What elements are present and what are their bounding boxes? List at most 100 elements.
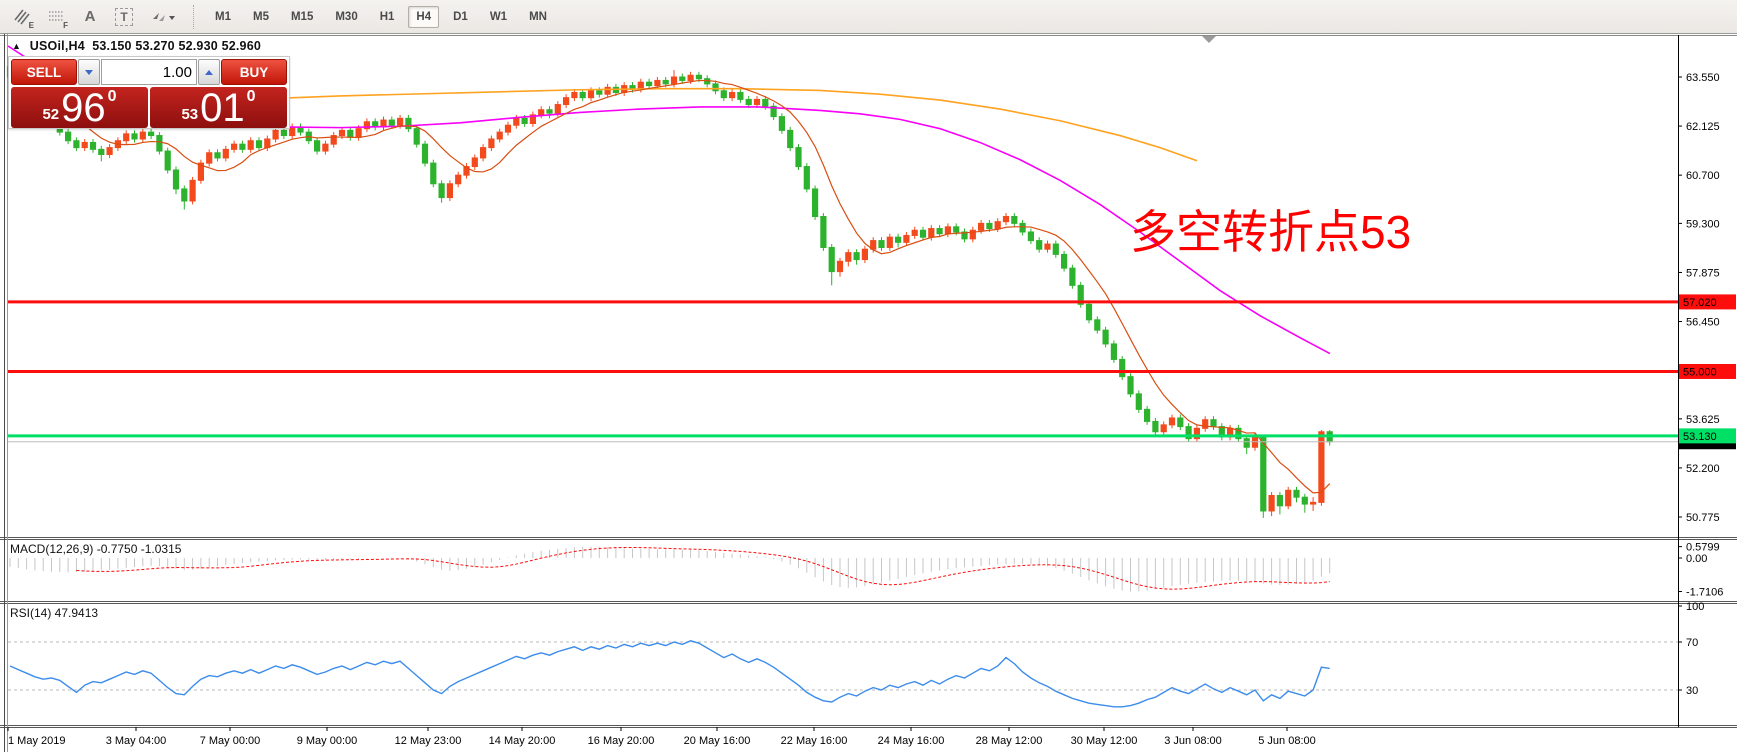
candle — [546, 106, 553, 119]
rsi-label: RSI(14) 47.9413 — [10, 606, 99, 620]
macd-tick-label: 0.5799 — [1686, 542, 1720, 554]
candle — [1268, 492, 1275, 517]
candle — [803, 163, 810, 193]
chart-title: ▲ USOil,H4 53.150 53.270 52.930 52.960 — [12, 39, 261, 53]
time-axis-label: 3 May 04:00 — [106, 735, 167, 747]
rsi-line — [9, 640, 1330, 708]
candle — [65, 128, 72, 145]
volume-decrease-button[interactable] — [78, 59, 100, 85]
candle — [181, 185, 188, 210]
candle — [239, 140, 246, 153]
candle — [214, 149, 221, 162]
panel-collapse-icon[interactable]: ▲ — [12, 41, 22, 51]
chart-shift-marker-icon[interactable] — [1202, 36, 1216, 43]
candle — [820, 213, 827, 251]
cursor-mode-icon[interactable] — [144, 3, 180, 31]
candle — [1243, 435, 1250, 455]
time-axis-label: 22 May 16:00 — [781, 735, 848, 747]
candle — [886, 233, 893, 251]
candle — [845, 249, 852, 267]
candle — [488, 135, 495, 152]
candle — [1044, 240, 1051, 253]
candle — [1276, 492, 1284, 515]
price-tick-label: 63.550 — [1686, 72, 1720, 84]
timeframe-button-mn[interactable]: MN — [521, 6, 555, 28]
candle — [504, 121, 512, 136]
candle — [1144, 405, 1151, 425]
candle — [1218, 423, 1225, 441]
time-axis-label: 9 May 00:00 — [297, 735, 358, 747]
candle — [430, 159, 437, 188]
buy-price-big: 01 — [200, 87, 245, 128]
candle — [206, 149, 213, 167]
timeframe-button-m5[interactable]: M5 — [245, 6, 277, 28]
candle — [272, 126, 279, 143]
candle — [679, 73, 686, 84]
svg-text:53.130: 53.130 — [1683, 431, 1717, 443]
volume-increase-button[interactable] — [198, 59, 220, 85]
price-tick-label: 56.450 — [1686, 317, 1720, 329]
time-axis-label: 14 May 20:00 — [489, 735, 556, 747]
buy-price-prefix: 53 — [181, 106, 199, 123]
candle — [563, 94, 570, 108]
timeframe-button-m1[interactable]: M1 — [207, 6, 239, 28]
candle — [446, 180, 453, 201]
rsi-tick-label: 100 — [1686, 601, 1704, 613]
time-axis-label: 16 May 20:00 — [588, 735, 655, 747]
buy-price-sup: 0 — [246, 88, 256, 105]
candle — [529, 111, 536, 127]
candle — [861, 245, 868, 263]
order-row: SELL BUY — [11, 59, 287, 85]
rsi-tick-label: 70 — [1686, 637, 1698, 649]
candle — [737, 89, 744, 103]
candle — [903, 231, 910, 246]
svg-text:57.020: 57.020 — [1683, 297, 1717, 309]
buy-button[interactable]: BUY — [221, 59, 287, 85]
timeframe-button-m30[interactable]: M30 — [327, 6, 365, 28]
candle — [571, 89, 578, 102]
candle — [969, 226, 976, 243]
time-axis-label: 5 Jun 08:00 — [1258, 735, 1316, 747]
spin-up-icon — [205, 69, 213, 75]
time-axis-label: 30 May 12:00 — [1071, 735, 1138, 747]
candle — [289, 123, 296, 139]
timeframe-button-h1[interactable]: H1 — [372, 6, 403, 28]
candle — [1210, 416, 1217, 431]
candle — [1052, 240, 1059, 258]
volume-input[interactable] — [101, 59, 197, 85]
candle — [1235, 424, 1242, 443]
macd-signal-line — [76, 546, 1330, 590]
expert-advisor-icon[interactable]: E — [8, 3, 36, 31]
sell-button[interactable]: SELL — [11, 59, 77, 85]
text-box-icon[interactable]: T — [110, 3, 138, 31]
price-badge-57.020: 57.020 — [1679, 294, 1736, 310]
candle — [480, 144, 487, 162]
candle — [314, 137, 321, 155]
candle — [1069, 264, 1076, 289]
candle — [604, 83, 611, 98]
candle — [1152, 417, 1159, 436]
grid-glyph — [49, 10, 63, 21]
candle — [1019, 219, 1026, 236]
fibonacci-grid-icon[interactable]: F — [42, 3, 70, 31]
candle — [1285, 486, 1292, 510]
candle — [1085, 300, 1093, 324]
candle — [1168, 414, 1176, 429]
candle — [1310, 497, 1317, 511]
candle — [1135, 390, 1142, 413]
time-axis-label: 7 May 00:00 — [200, 735, 261, 747]
timeframe-button-d1[interactable]: D1 — [445, 6, 476, 28]
candle — [1011, 213, 1018, 227]
sell-price-sup: 0 — [107, 88, 117, 105]
timeframe-button-w1[interactable]: W1 — [482, 6, 515, 28]
candle — [720, 87, 727, 102]
candle — [579, 89, 586, 102]
text-label-icon[interactable]: A — [76, 3, 104, 31]
buy-price-display[interactable]: 53 01 0 — [150, 87, 287, 128]
candle — [380, 116, 387, 131]
timeframe-button-m15[interactable]: M15 — [283, 6, 321, 28]
timeframe-button-h4[interactable]: H4 — [408, 5, 440, 28]
sell-price-display[interactable]: 52 96 0 — [11, 87, 148, 128]
price-badge-53.130: 53.130 — [1679, 428, 1736, 444]
